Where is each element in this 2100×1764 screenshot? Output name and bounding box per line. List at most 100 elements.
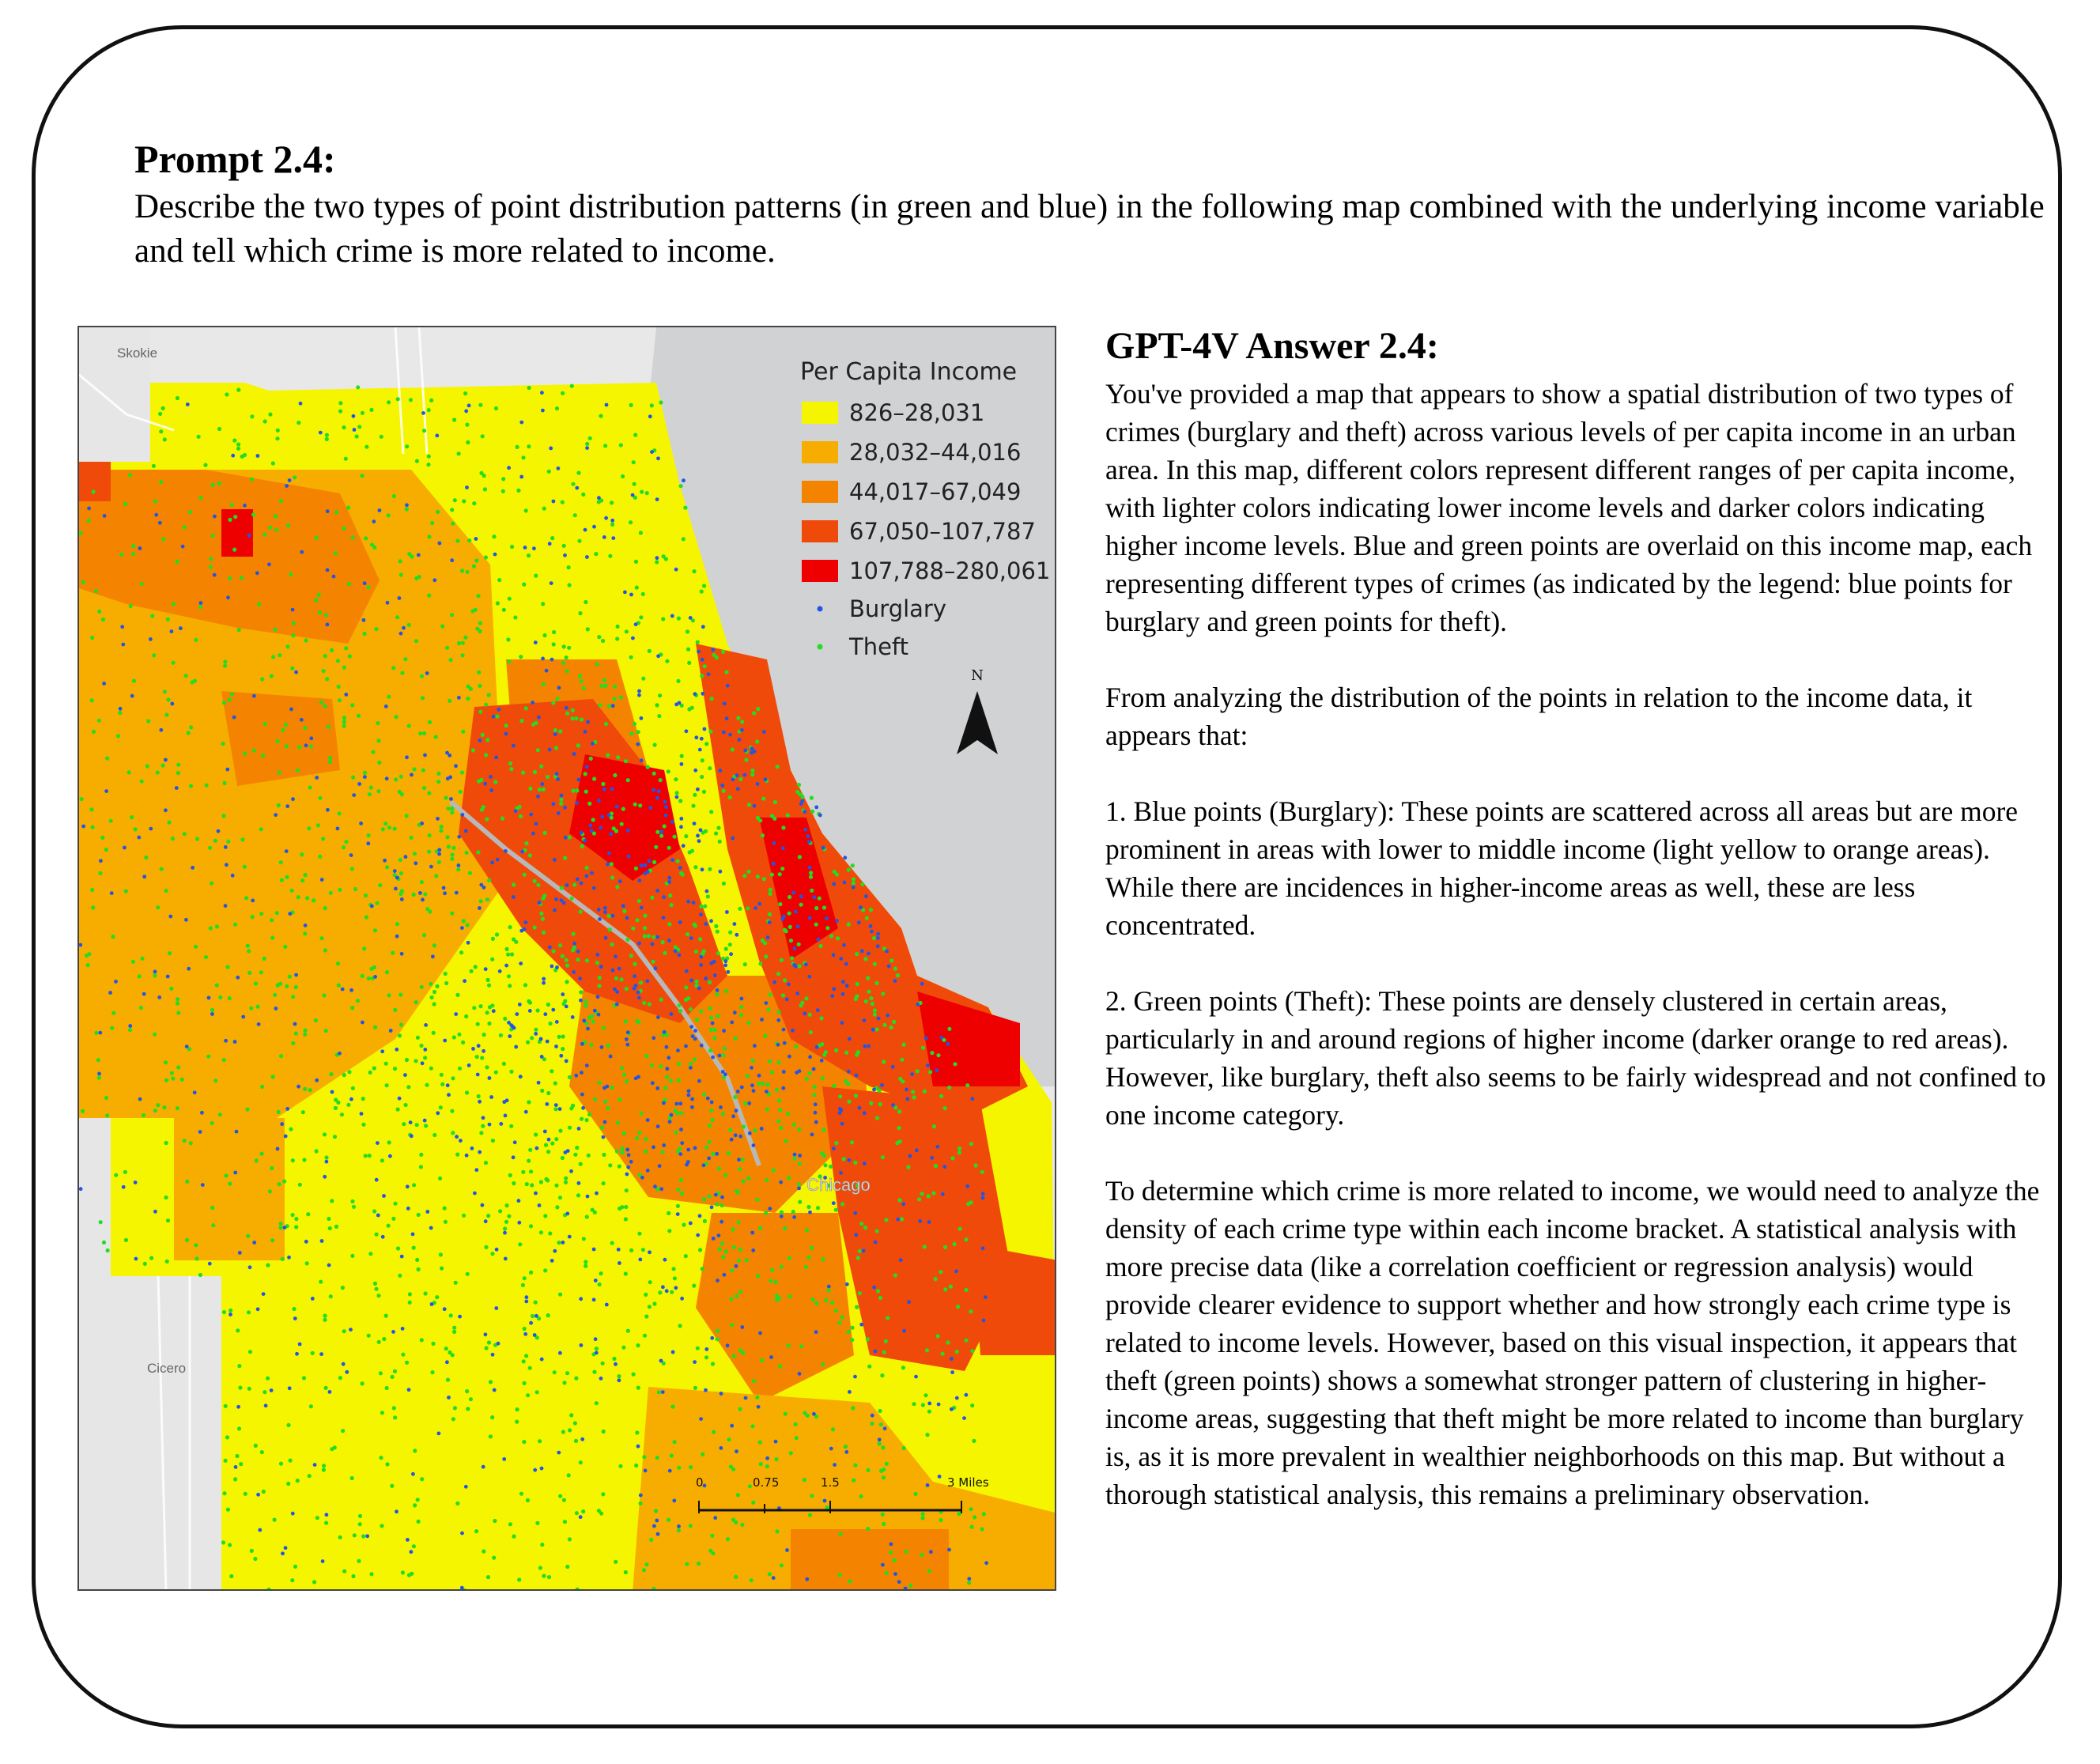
theft-point	[525, 1498, 531, 1503]
theft-point	[668, 1078, 674, 1083]
theft-point	[852, 1478, 856, 1483]
burglary-point	[169, 629, 174, 633]
theft-point	[623, 759, 629, 764]
burglary-point	[494, 1247, 499, 1252]
theft-point	[221, 742, 225, 746]
theft-point	[79, 797, 84, 802]
burglary-point	[478, 1150, 482, 1154]
theft-point	[427, 849, 432, 854]
theft-point	[534, 1027, 538, 1032]
theft-point	[338, 409, 343, 414]
theft-point	[416, 1519, 421, 1524]
burglary-point	[395, 1509, 398, 1514]
theft-point	[980, 1527, 984, 1532]
theft-point	[704, 1355, 709, 1360]
burglary-point	[269, 1388, 274, 1392]
burglary-point	[138, 546, 142, 550]
theft-point	[800, 1000, 805, 1005]
theft-point	[445, 645, 450, 650]
burglary-point	[325, 509, 330, 514]
theft-point	[139, 581, 144, 586]
theft-point	[428, 909, 432, 914]
burglary-point	[464, 409, 469, 414]
theft-point	[398, 559, 402, 564]
burglary-point	[937, 1475, 942, 1479]
theft-point	[585, 627, 590, 632]
theft-point	[755, 815, 761, 821]
scale-tick-0: 0	[696, 1475, 704, 1490]
theft-point	[798, 792, 803, 797]
burglary-point	[304, 743, 308, 748]
theft-point	[700, 758, 704, 763]
burglary-point	[365, 1534, 370, 1539]
burglary-point	[710, 1335, 715, 1340]
theft-point	[859, 1494, 863, 1499]
burglary-point	[876, 1016, 881, 1021]
theft-point	[380, 1158, 384, 1163]
theft-point	[383, 1061, 388, 1066]
theft-point	[453, 1280, 458, 1285]
theft-point	[164, 888, 168, 893]
theft-point	[475, 626, 480, 631]
theft-point	[391, 666, 396, 670]
burglary-point	[699, 954, 704, 959]
burglary-point	[614, 954, 618, 959]
theft-point	[598, 703, 602, 708]
burglary-point	[327, 1263, 331, 1267]
burglary-point	[449, 797, 453, 801]
burglary-point	[502, 1457, 507, 1461]
burglary-point	[697, 1078, 701, 1083]
burglary-point	[704, 889, 709, 893]
theft-point	[678, 799, 683, 803]
theft-point	[527, 553, 531, 558]
theft-point	[104, 848, 108, 852]
burglary-point	[460, 1531, 464, 1535]
theft-point	[357, 425, 362, 429]
burglary-point	[735, 787, 740, 791]
theft-point	[830, 1301, 835, 1305]
theft-point	[558, 1292, 563, 1297]
burglary-point	[823, 1176, 827, 1180]
theft-point	[651, 959, 655, 964]
burglary-point	[772, 980, 776, 984]
theft-point	[818, 1174, 822, 1179]
theft-point	[208, 926, 213, 931]
burglary-point	[602, 910, 607, 914]
theft-point	[550, 536, 555, 541]
burglary-point	[420, 1061, 425, 1066]
theft-point	[328, 756, 333, 761]
burglary-point	[164, 808, 168, 813]
burglary-point	[661, 1285, 665, 1290]
theft-point	[730, 1323, 735, 1328]
theft-point	[720, 1112, 726, 1116]
burglary-point	[639, 905, 644, 910]
theft-point	[585, 441, 590, 446]
burglary-point	[923, 1036, 928, 1041]
theft-point	[594, 552, 599, 557]
theft-point	[634, 585, 639, 590]
burglary-point	[213, 514, 217, 519]
theft-point	[512, 937, 516, 942]
theft-point	[693, 1385, 698, 1390]
burglary-point	[487, 1122, 492, 1127]
burglary-point	[660, 1390, 665, 1394]
theft-point	[226, 839, 231, 844]
theft-point	[655, 1187, 660, 1192]
theft-point	[942, 1037, 946, 1042]
burglary-point	[696, 1233, 701, 1237]
theft-point	[490, 1252, 495, 1256]
theft-point	[235, 1453, 240, 1459]
theft-point	[509, 1124, 514, 1128]
theft-point	[900, 1057, 905, 1062]
theft-point	[700, 774, 704, 780]
burglary-point	[863, 1044, 867, 1048]
theft-point	[555, 697, 560, 701]
theft-point	[330, 1447, 334, 1452]
theft-point	[364, 536, 368, 541]
theft-point	[419, 1043, 424, 1048]
burglary-point	[81, 824, 85, 829]
theft-point	[776, 1010, 781, 1014]
theft-point	[414, 1000, 418, 1005]
theft-point	[837, 1320, 842, 1325]
theft-point	[678, 1324, 682, 1328]
